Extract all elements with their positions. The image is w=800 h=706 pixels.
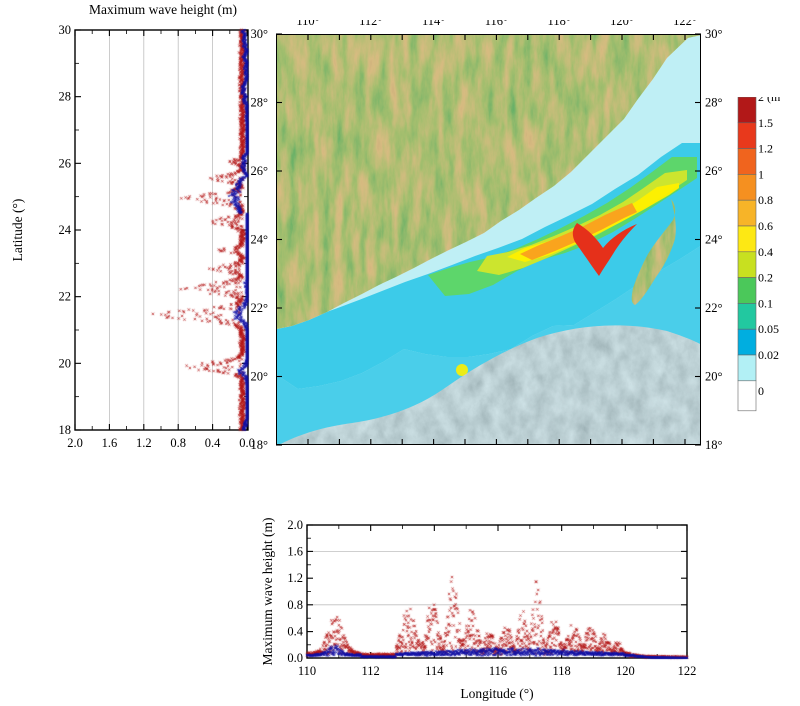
svg-text:1.6: 1.6 bbox=[102, 436, 118, 450]
svg-text:28°: 28° bbox=[251, 96, 269, 110]
svg-text:1: 1 bbox=[758, 167, 764, 181]
svg-text:20°: 20° bbox=[251, 370, 269, 384]
svg-text:122°: 122° bbox=[673, 20, 697, 28]
svg-text:1.6: 1.6 bbox=[287, 544, 303, 558]
svg-text:26: 26 bbox=[59, 156, 72, 170]
svg-text:0.1: 0.1 bbox=[758, 296, 773, 310]
svg-text:30: 30 bbox=[59, 23, 72, 37]
svg-text:28: 28 bbox=[59, 90, 72, 104]
svg-text:Maximum wave height (m): Maximum wave height (m) bbox=[260, 517, 275, 665]
svg-text:Latitude (°): Latitude (°) bbox=[10, 199, 25, 262]
svg-text:20: 20 bbox=[59, 356, 72, 370]
svg-text:2.0: 2.0 bbox=[287, 518, 303, 532]
svg-text:0.6: 0.6 bbox=[758, 219, 773, 233]
svg-text:114: 114 bbox=[425, 664, 444, 678]
svg-text:112: 112 bbox=[362, 664, 380, 678]
svg-text:0.4: 0.4 bbox=[205, 436, 221, 450]
svg-text:118: 118 bbox=[553, 664, 571, 678]
svg-text:114°: 114° bbox=[422, 20, 445, 28]
svg-text:118°: 118° bbox=[548, 20, 571, 28]
svg-text:22: 22 bbox=[59, 290, 72, 304]
svg-text:1.2: 1.2 bbox=[287, 571, 303, 585]
svg-text:18: 18 bbox=[59, 423, 72, 437]
svg-text:18°: 18° bbox=[705, 438, 723, 450]
svg-text:30°: 30° bbox=[251, 27, 269, 41]
svg-text:30°: 30° bbox=[705, 27, 723, 41]
svg-text:22°: 22° bbox=[251, 301, 269, 315]
svg-text:120: 120 bbox=[616, 664, 635, 678]
svg-text:0.05: 0.05 bbox=[758, 322, 779, 336]
svg-text:0.8: 0.8 bbox=[170, 436, 186, 450]
svg-text:0.0: 0.0 bbox=[287, 651, 303, 665]
svg-text:116°: 116° bbox=[485, 20, 508, 28]
svg-text:2.0: 2.0 bbox=[67, 436, 83, 450]
svg-text:1.2: 1.2 bbox=[758, 142, 773, 156]
svg-text:0: 0 bbox=[758, 384, 764, 398]
svg-text:1.5: 1.5 bbox=[758, 116, 773, 130]
svg-text:0.8: 0.8 bbox=[758, 193, 773, 207]
svg-text:0.2: 0.2 bbox=[758, 271, 773, 285]
svg-text:110°: 110° bbox=[296, 20, 319, 28]
svg-text:110: 110 bbox=[298, 664, 316, 678]
svg-text:0.02: 0.02 bbox=[758, 348, 779, 362]
svg-text:112°: 112° bbox=[359, 20, 382, 28]
svg-text:0.8: 0.8 bbox=[287, 598, 303, 612]
svg-text:18°: 18° bbox=[251, 438, 269, 450]
svg-text:24°: 24° bbox=[251, 233, 269, 247]
svg-text:122: 122 bbox=[678, 664, 697, 678]
svg-text:24: 24 bbox=[59, 223, 72, 237]
svg-text:116: 116 bbox=[489, 664, 507, 678]
svg-text:120°: 120° bbox=[610, 20, 634, 28]
svg-text:26°: 26° bbox=[251, 164, 269, 178]
svg-text:0.4: 0.4 bbox=[287, 625, 303, 639]
svg-text:Maximum wave height (m): Maximum wave height (m) bbox=[89, 2, 237, 17]
svg-text:Longitude (°): Longitude (°) bbox=[460, 686, 533, 701]
svg-text:1.2: 1.2 bbox=[136, 436, 152, 450]
svg-text:0.4: 0.4 bbox=[758, 245, 773, 259]
svg-text:2 (m): 2 (m) bbox=[758, 97, 780, 104]
